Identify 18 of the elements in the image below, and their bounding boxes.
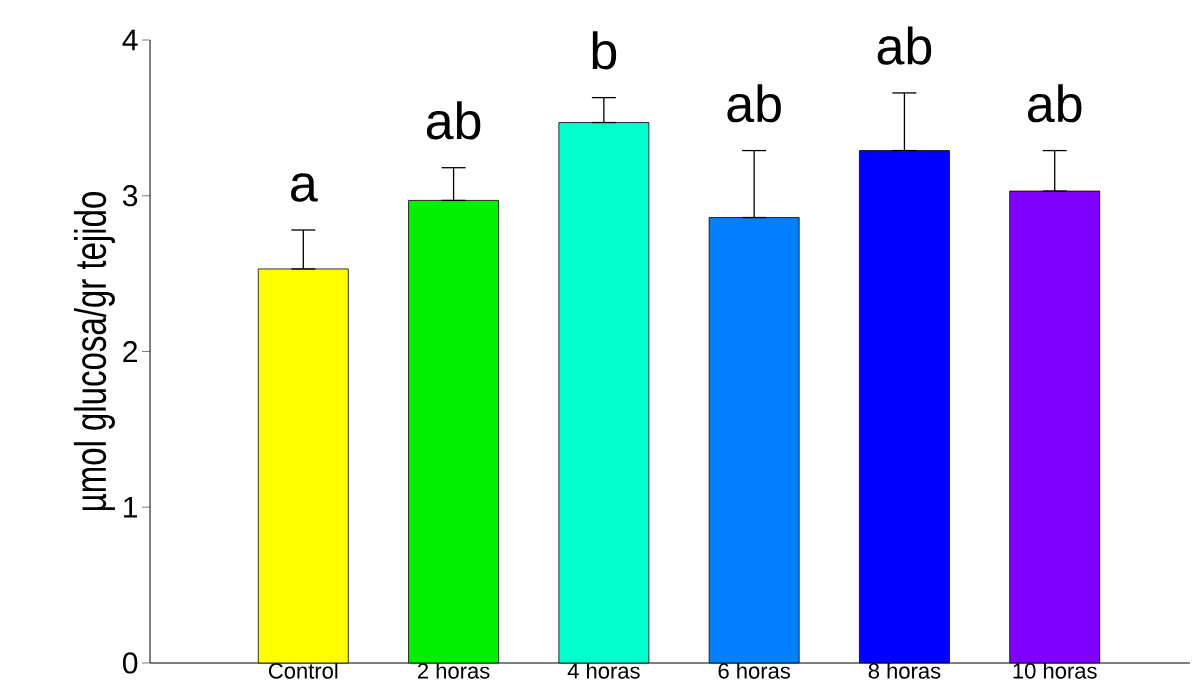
y-tick-label: 4 [122, 29, 138, 51]
x-tick-label: Control [268, 662, 338, 679]
annotation: a [291, 173, 318, 202]
annotation: b [592, 31, 617, 70]
x-tick-label: 8 horas [868, 662, 941, 679]
y-tick-label: 2 [123, 341, 137, 362]
y-axis-title: µmol glucosa/gr tejido [73, 192, 115, 511]
annotation: ab [727, 84, 781, 123]
y-tick-label: 3 [122, 185, 138, 207]
annotation: ab [1028, 84, 1082, 123]
x-tick-label: 2 horas [418, 662, 490, 679]
y-tick-label: 0 [122, 652, 138, 674]
x-tick-label: 6 horas [718, 662, 791, 679]
annotation: ab [426, 101, 481, 140]
x-tick-label: 4 horas [567, 662, 640, 679]
x-tick-label: 10 horas [1013, 662, 1097, 679]
y-tick-label: 1 [124, 496, 138, 518]
annotation: ab [877, 26, 932, 65]
